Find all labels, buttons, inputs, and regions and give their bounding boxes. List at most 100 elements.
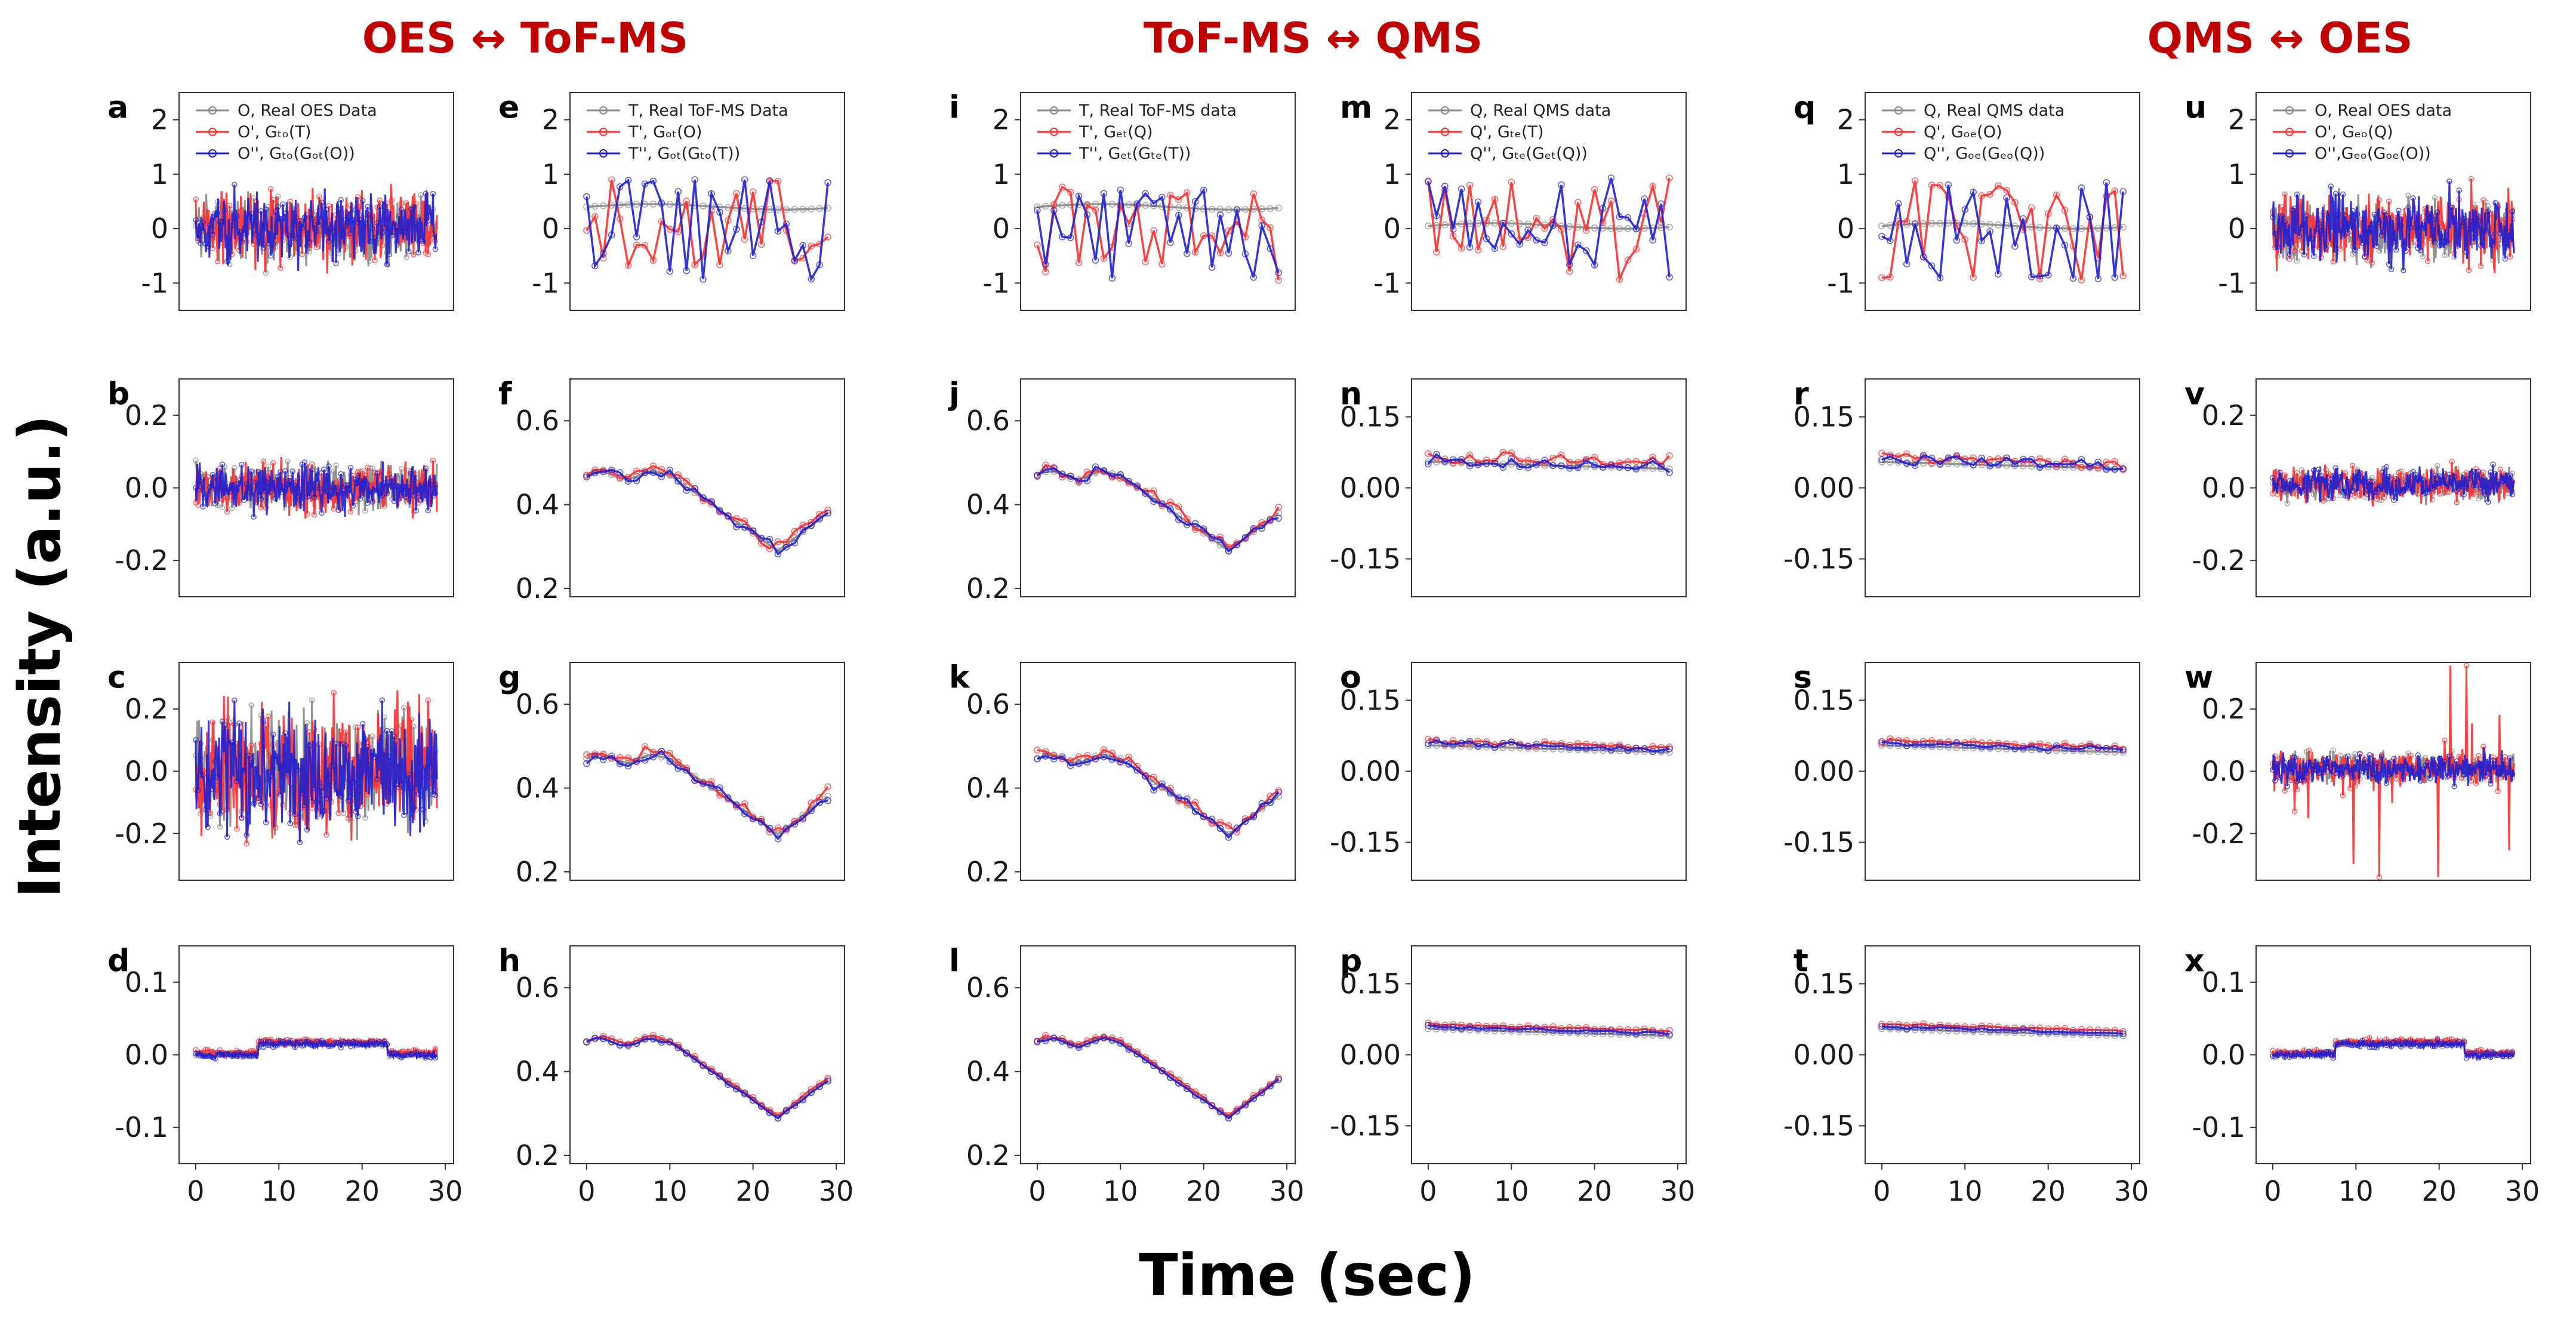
series-point-first	[1978, 739, 1985, 747]
series-point-second	[1034, 755, 1041, 763]
series-point-first	[1034, 747, 1041, 754]
series-point-second	[1599, 1027, 1607, 1035]
series-point-second	[2432, 239, 2438, 245]
series-point-first	[624, 754, 632, 761]
series-point-second	[2461, 1039, 2467, 1046]
series-point-real	[2311, 492, 2317, 498]
series-point-second	[799, 1096, 807, 1103]
series-point-first	[1175, 503, 1182, 511]
series-point-second	[2485, 499, 2491, 505]
series-point-real	[641, 753, 649, 760]
series-point-second	[624, 762, 632, 770]
series-point-second	[1995, 1026, 2002, 1034]
series-point-second	[725, 247, 732, 255]
series-point-second	[226, 488, 233, 495]
series-point-second	[1275, 788, 1282, 796]
series-point-second	[280, 201, 286, 207]
series-point-second	[391, 498, 398, 504]
series-point-second	[2444, 774, 2450, 780]
series-point-second	[1541, 239, 1548, 246]
series-point-first	[1582, 741, 1590, 748]
series-point-first	[1474, 738, 1482, 745]
series-point-real	[1508, 461, 1515, 468]
legend-swatch-marker	[1050, 128, 1058, 136]
y-tick-label: -0.1	[2192, 1111, 2245, 1143]
series-point-second	[2371, 771, 2377, 778]
series-point-first	[1558, 226, 1565, 233]
series-point-second	[2277, 1050, 2283, 1056]
y-tick-label: 0.4	[516, 1056, 559, 1088]
series-point-first	[2349, 462, 2356, 469]
series-point-second	[246, 488, 252, 495]
series-point-second	[1632, 225, 1640, 233]
series-point-second	[2367, 230, 2372, 236]
series-point-second	[2434, 481, 2441, 487]
y-tick-label: 0.1	[125, 966, 168, 998]
series-point-first	[666, 750, 674, 757]
series-point-second	[2490, 242, 2496, 248]
series-point-second	[1616, 1028, 1623, 1036]
series-point-first	[649, 257, 657, 264]
series-point-real	[633, 201, 640, 208]
series-point-second	[1184, 795, 1191, 803]
x-tick-label: 0	[1873, 1175, 1890, 1207]
series-point-second	[1887, 453, 1894, 461]
series-point-first	[791, 528, 799, 535]
series-group-l	[1034, 1032, 1282, 1122]
series-point-first	[2340, 792, 2346, 798]
y-tick-label: 0.4	[966, 489, 1010, 521]
series-point-second	[212, 210, 218, 217]
panel-letter-i: i	[949, 90, 960, 126]
series-point-real	[2294, 258, 2300, 264]
series-point-second	[2480, 228, 2486, 235]
series-point-second	[331, 485, 337, 491]
series-point-second	[2344, 753, 2351, 760]
series-point-first	[1100, 746, 1108, 754]
legend-entry: Q, Real QMS data	[1924, 101, 2065, 120]
legend-entry: Q'', Gₜₑ(Gₑₜ(Q))	[1470, 144, 1588, 163]
series-point-second	[405, 248, 412, 255]
series-point-first	[2061, 1025, 2069, 1032]
panel-frame-h	[569, 945, 845, 1164]
series-point-second	[1986, 462, 1993, 470]
series-point-second	[1108, 1037, 1116, 1044]
series-point-second	[1191, 520, 1199, 528]
series-point-first	[1616, 459, 1623, 467]
series-point-first	[1034, 241, 1041, 249]
series-point-second	[1150, 199, 1157, 207]
series-point-first	[313, 244, 320, 251]
panel-s: s0.150.00-0.15	[1783, 660, 2140, 881]
series-point-real	[591, 202, 599, 210]
series-point-real	[285, 458, 291, 465]
series-point-second	[2466, 768, 2472, 775]
series-point-second	[2352, 766, 2358, 772]
series-point-second	[666, 467, 674, 474]
series-line-second	[1428, 1024, 1670, 1036]
series-line-first	[1428, 451, 1671, 467]
series-point-first	[430, 457, 436, 464]
series-point-second	[591, 262, 599, 270]
legend-entry: Q', Gₜₑ(T)	[1470, 123, 1544, 141]
series-point-second	[2340, 772, 2346, 779]
series-point-second	[2500, 234, 2506, 240]
series-point-first	[1903, 218, 1911, 226]
legend-entry: O'', Gₜₒ(Gₒₜ(O))	[238, 144, 355, 163]
series-point-first	[591, 212, 599, 220]
series-point-first	[2424, 258, 2431, 264]
series-point-second	[219, 461, 226, 468]
series-point-second	[2446, 471, 2452, 477]
series-point-second	[616, 183, 624, 190]
series-point-second	[708, 782, 715, 790]
series-line-real	[1428, 744, 1670, 754]
series-point-second	[1167, 1074, 1174, 1081]
series-point-second	[1632, 1030, 1640, 1037]
legend-entry: Q', Gₒₑ(O)	[1924, 123, 2002, 141]
series-point-second	[2344, 230, 2351, 236]
panel-p: p0.150.00-0.150 10 20 30	[1330, 943, 1695, 1207]
series-point-second	[258, 208, 264, 214]
series-point-second	[1075, 192, 1083, 200]
series-point-first	[2454, 499, 2460, 505]
series-point-second	[2468, 470, 2475, 476]
